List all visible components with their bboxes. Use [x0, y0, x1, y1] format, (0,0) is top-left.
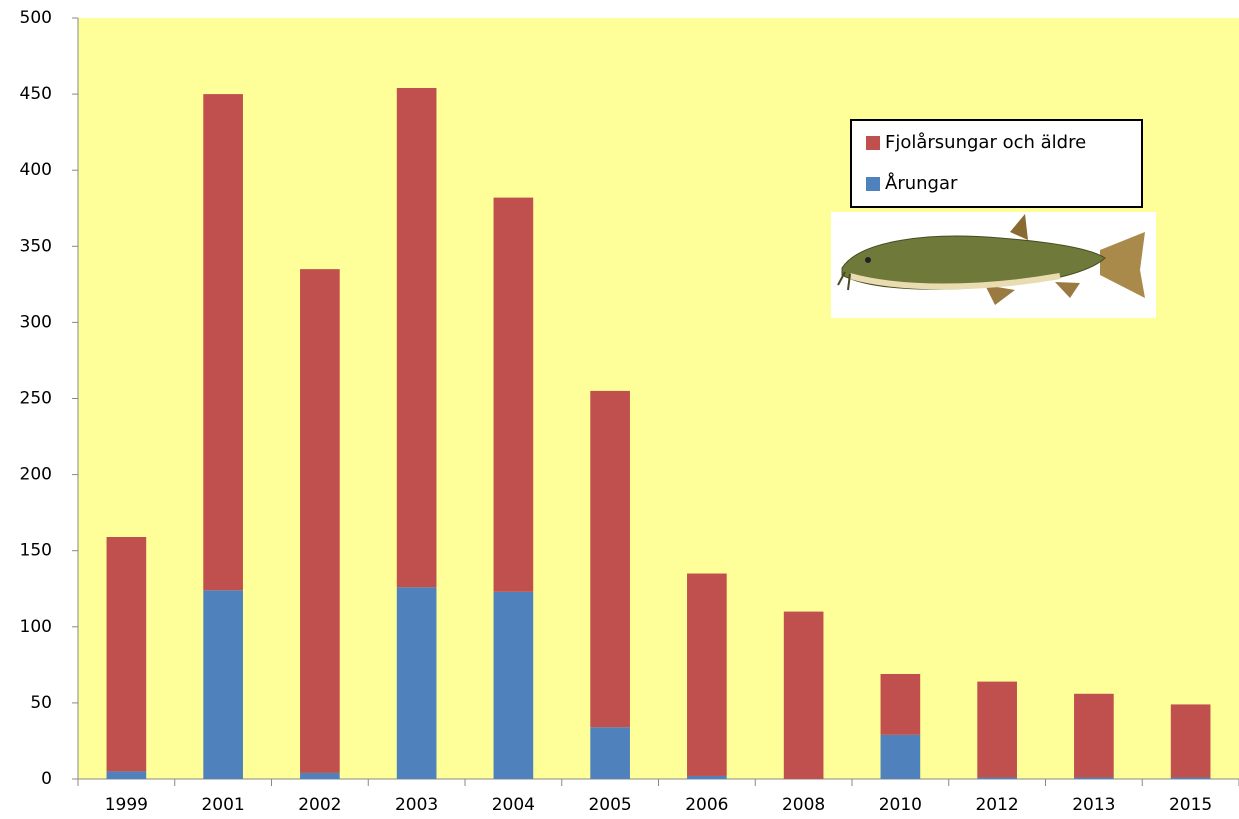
y-tick-label: 250 [20, 389, 52, 409]
x-tick-label: 2013 [1072, 795, 1115, 815]
bar-segment [977, 777, 1017, 779]
x-tick-label: 2010 [879, 795, 922, 815]
fish-image [831, 212, 1156, 318]
legend-swatch [866, 136, 880, 150]
y-tick-label: 400 [20, 160, 52, 180]
bar-segment [687, 573, 727, 776]
legend-box [850, 119, 1143, 208]
legend-label: Årungar [885, 172, 958, 194]
x-tick-label: 2006 [685, 795, 728, 815]
fin [985, 285, 1015, 305]
bar-segment [880, 734, 921, 779]
legend-swatch [866, 177, 880, 191]
bar-segment [590, 727, 630, 779]
bar-segment [300, 269, 340, 773]
belly [849, 273, 1061, 290]
x-tick-label: 2005 [588, 795, 631, 815]
x-tick-label: 2012 [975, 795, 1018, 815]
bar-segment [590, 390, 630, 728]
bar-segment [493, 591, 534, 779]
bar-segment [106, 771, 147, 779]
bar-segment [1074, 693, 1114, 778]
y-tick-label: 50 [30, 693, 52, 713]
eye [865, 257, 871, 263]
bar-segment [106, 537, 147, 772]
y-tick-label: 500 [20, 8, 52, 28]
x-tick-label: 2004 [492, 795, 535, 815]
fin [1055, 282, 1080, 298]
legend-label: Fjolårsungar och äldre [885, 132, 1086, 153]
bar-segment [783, 611, 824, 779]
bar-segment [493, 197, 534, 592]
legend: Fjolårsungar och äldre Årungar [850, 119, 1143, 208]
bar-segment [300, 772, 340, 779]
bar-segment [1074, 777, 1114, 779]
bar-segment [880, 673, 921, 735]
x-tick-label: 1999 [105, 795, 148, 815]
y-tick-label: 150 [20, 541, 52, 561]
bar-segment [203, 590, 243, 779]
y-tick-label: 100 [20, 617, 52, 637]
bar-segment [396, 88, 437, 588]
y-tick-label: 450 [20, 84, 52, 104]
bar-segment [977, 681, 1017, 778]
x-tick-label: 2001 [201, 795, 244, 815]
bar-segment [687, 775, 727, 779]
bar-segment [1170, 777, 1211, 779]
x-tick-label: 2015 [1169, 795, 1212, 815]
y-tick-label: 350 [20, 236, 52, 256]
x-tick-label: 2002 [298, 795, 341, 815]
bar-segment [1170, 704, 1211, 778]
fin [1010, 214, 1028, 240]
x-tick-label: 2003 [395, 795, 438, 815]
x-tick-label: 2008 [782, 795, 825, 815]
bar-segment [203, 94, 243, 591]
tail [1100, 232, 1145, 298]
y-tick-label: 200 [20, 465, 52, 485]
y-tick-label: 300 [20, 312, 52, 332]
barbel [837, 271, 851, 291]
bar-segment [396, 587, 437, 779]
y-tick-label: 0 [41, 769, 52, 789]
